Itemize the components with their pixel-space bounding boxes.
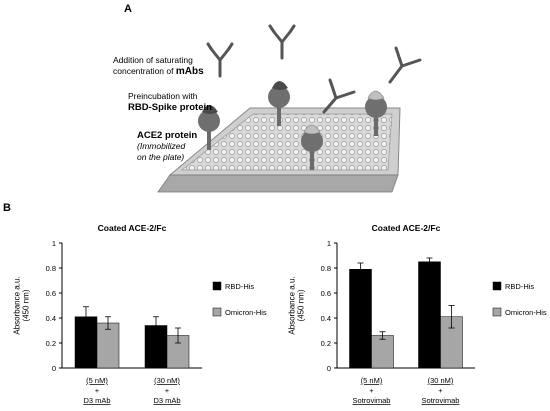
plate-wells: [180, 113, 393, 171]
bar-chart-d3-mab: Coated ACE-2/Fc Absorbance a.u.(450 nm) 0 0…: [13, 223, 267, 405]
x-tick-label-line1: (30 nM): [428, 376, 454, 385]
y-tick-label: 1: [52, 239, 56, 248]
x-tick-label-line3: D3 mAb: [83, 396, 110, 405]
plate-edge: [157, 174, 399, 193]
antibody-icon: [322, 78, 356, 114]
legend-swatch: [492, 281, 502, 291]
x-tick-label-line2: +: [438, 386, 443, 395]
ace2-receptor-icon: [301, 130, 323, 170]
ace2-annotation-note1: (Immobilized: [137, 141, 186, 151]
ace2-annotation-title: ACE2 protein: [137, 130, 198, 141]
ace2-annotation: ACE2 protein (Immobilized on the plate): [137, 130, 237, 163]
mabs-annotation-bold: mAbs: [175, 66, 204, 77]
y-axis-label: Absorbance a.u.(450 nm): [288, 276, 306, 334]
bar-omicron-his: [371, 335, 394, 369]
legend-label: Omicron-His: [505, 308, 547, 317]
y-tick-label: 0.8: [321, 264, 331, 273]
legend-label: RBD-His: [505, 282, 534, 291]
bar-rbd-his: [418, 261, 441, 369]
omicron-spike-icon: [303, 124, 321, 135]
x-tick-label-line1: (5 nM): [361, 376, 383, 385]
y-axis-label-line2: (450 nm): [21, 289, 30, 321]
panel-b-letter: B: [3, 202, 11, 214]
legend-swatch: [212, 281, 222, 291]
panel-a-letter: A: [124, 3, 132, 15]
legend-swatch: [492, 307, 502, 317]
chart-title: Coated ACE-2/Fc: [372, 223, 441, 233]
y-tick-label: 0.2: [321, 339, 331, 348]
antibody-icon: [388, 46, 422, 84]
y-tick-label: 0.4: [46, 314, 56, 323]
rbd-spike-icon: [202, 105, 218, 114]
x-tick-label-line2: +: [369, 386, 374, 395]
rbd-annotation: Preincubation with RBD-Spike protein: [128, 91, 248, 113]
bar-omicron-his: [96, 322, 120, 369]
y-tick-label: 0: [327, 364, 331, 373]
rbd-annotation-line1: Preincubation with: [128, 91, 198, 101]
y-axis-label-line2: (450 nm): [296, 289, 305, 321]
x-tick-label-line2: +: [95, 386, 100, 395]
ace2-receptor-icon: [198, 110, 220, 150]
mabs-annotation-line2: concentration of mAbs: [113, 66, 243, 77]
y-tick-label: 0.6: [321, 289, 331, 298]
legend-label: Omicron-His: [225, 308, 267, 317]
bar-chart-sotrovimab: Coated ACE-2/Fc Absorbance a.u.(450 nm) 0 0…: [288, 223, 547, 405]
y-tick-label: 0.2: [46, 339, 56, 348]
y-tick-label: 0: [52, 364, 56, 373]
chart-title: Coated ACE-2/Fc: [98, 223, 167, 233]
x-tick-label-line3: Sotrovimab: [422, 396, 460, 405]
y-axis-label-line1: Absorbance a.u.: [288, 276, 297, 334]
elisa-plate-illustration: [157, 24, 422, 193]
legend-label: RBD-His: [225, 282, 254, 291]
x-tick-label-line1: (5 nM): [86, 376, 108, 385]
bar-rbd-his: [349, 269, 372, 369]
omicron-spike-icon: [367, 90, 385, 101]
ace2-receptor-icon: [268, 86, 290, 126]
antibody-icon: [206, 42, 234, 78]
x-tick-label-line1: (30 nM): [154, 376, 180, 385]
y-axis-label: Absorbance a.u.(450 nm): [13, 276, 31, 334]
x-tick-label-line3: D3 mAb: [153, 396, 180, 405]
ace2-receptor-icon: [365, 96, 387, 136]
ace2-annotation-note2: on the plate): [137, 152, 185, 162]
y-tick-label: 0.8: [46, 264, 56, 273]
y-tick-label: 1: [327, 239, 331, 248]
mabs-annotation-prefix: concentration of: [113, 66, 176, 76]
antibody-icon: [268, 24, 296, 60]
x-tick-label-line2: +: [165, 386, 170, 395]
rbd-spike-icon: [272, 81, 288, 90]
legend-swatch: [212, 307, 222, 317]
mabs-annotation-line1: Addition of saturating: [113, 55, 193, 65]
rbd-annotation-line2: RBD-Spike protein: [128, 102, 212, 113]
y-axis-label-line1: Absorbance a.u.: [13, 276, 22, 334]
mabs-annotation: Addition of saturating concentration of …: [113, 55, 243, 77]
x-tick-label-line3: Sotrovimab: [353, 396, 391, 405]
y-tick-label: 0.6: [46, 289, 56, 298]
y-tick-label: 0.4: [321, 314, 331, 323]
